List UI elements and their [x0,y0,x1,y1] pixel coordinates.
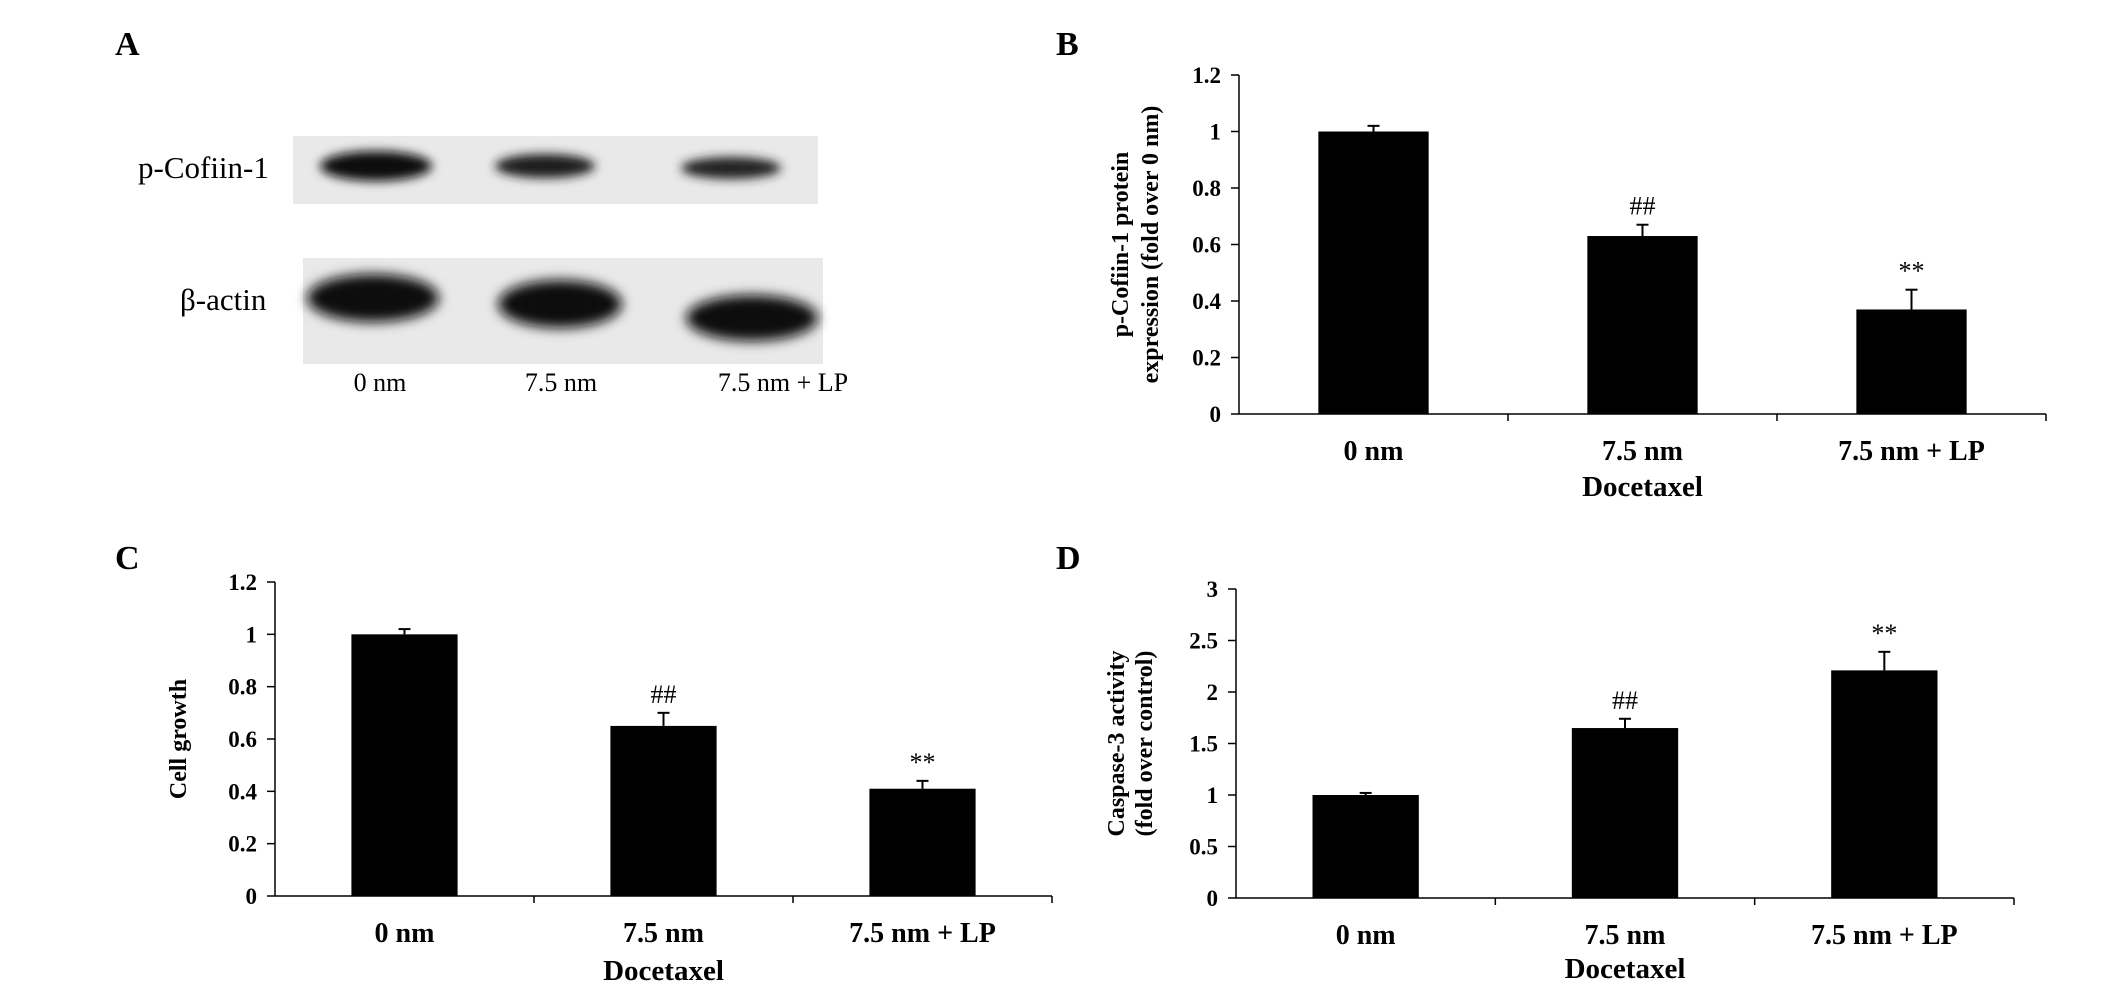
y-tick-label: 1 [1210,120,1222,145]
bar [1318,131,1429,414]
y-axis-label: (fold over control) [1132,651,1158,837]
panel-label-d: D [1056,540,1081,577]
y-tick-label: 2 [1207,680,1219,705]
blot-row-label-pcofilin: p-Cofiin-1 [138,150,269,185]
band-pcofilin-0nm [320,151,432,181]
bar [351,634,458,896]
bar [1856,309,1967,414]
bar [1587,236,1698,414]
y-tick-label: 0.6 [1192,233,1221,258]
blot-row-label-actin: β-actin [180,282,267,317]
panel-label-c: C [115,540,140,577]
x-category-label: 7.5 nm + LP [1838,436,1985,467]
significance-annotation: ** [1899,257,1925,286]
y-tick-label: 1 [246,622,258,647]
y-tick-label: 0.4 [1192,289,1221,314]
band-actin-7-5nm-lp [686,295,818,341]
significance-annotation: ** [1871,619,1897,648]
y-tick-label: 1 [1207,783,1219,808]
y-tick-label: 0.8 [1192,176,1221,201]
x-axis-label: Docetaxel [603,955,724,987]
significance-annotation: ## [1630,192,1656,221]
x-category-label: 7.5 nm [623,918,704,949]
y-tick-label: 0.2 [228,832,257,857]
y-tick-label: 0.5 [1189,835,1218,860]
y-tick-label: 2.5 [1189,629,1218,654]
band-pcofilin-7-5nm [495,154,595,178]
y-tick-label: 3 [1207,577,1219,602]
bar [1831,670,1938,898]
band-pcofilin-7-5nm-lp [681,157,781,179]
band-actin-0nm [307,274,439,322]
band-actin-7-5nm [498,280,622,328]
lane-label-7-5nm-lp: 7.5 nm + LP [717,368,849,397]
bar [1312,795,1419,898]
x-category-label: 7.5 nm + LP [1811,920,1958,951]
lane-label-0nm: 0 nm [353,368,407,397]
x-axis-label: Docetaxel [1565,953,1686,985]
significance-annotation: ## [1612,686,1638,715]
x-category-label: 0 nm [1344,436,1404,467]
y-axis-label: expression (fold over 0 nm) [1138,106,1164,384]
lane-label-7-5nm: 7.5 nm [524,368,598,397]
y-axis-label: Cell growth [166,679,192,799]
x-category-label: 7.5 nm [1602,436,1683,467]
x-category-label: 0 nm [375,918,435,949]
bar [869,788,976,896]
y-tick-label: 0 [246,884,258,909]
y-tick-label: 1.5 [1189,732,1218,757]
significance-annotation: ## [651,680,677,709]
x-category-label: 7.5 nm + LP [849,918,996,949]
y-tick-label: 1.2 [1192,63,1221,88]
x-category-label: 7.5 nm [1585,920,1666,951]
y-axis-label: p-Cofiin-1 protein [1108,152,1134,338]
x-axis-label: Docetaxel [1582,471,1703,503]
blot-image [293,136,823,364]
y-axis-label: Caspase-3 activity [1104,651,1130,837]
y-tick-label: 0.4 [228,779,257,804]
panel-label-b: B [1056,26,1079,63]
x-category-label: 0 nm [1336,920,1396,951]
bar [1571,728,1679,898]
y-tick-label: 0 [1207,886,1219,911]
y-tick-label: 0.6 [228,727,257,752]
y-tick-label: 0 [1210,402,1222,427]
western-blot-panel: p-Cofiin-1 β-actin 0 nm 7.5 nm 7.5 nm + … [0,0,1020,420]
significance-annotation: ** [910,748,936,777]
y-tick-label: 0.2 [1192,346,1221,371]
panel-label-a: A [115,26,140,63]
y-tick-label: 1.2 [228,570,257,595]
y-tick-label: 0.8 [228,675,257,700]
bar [610,725,717,896]
